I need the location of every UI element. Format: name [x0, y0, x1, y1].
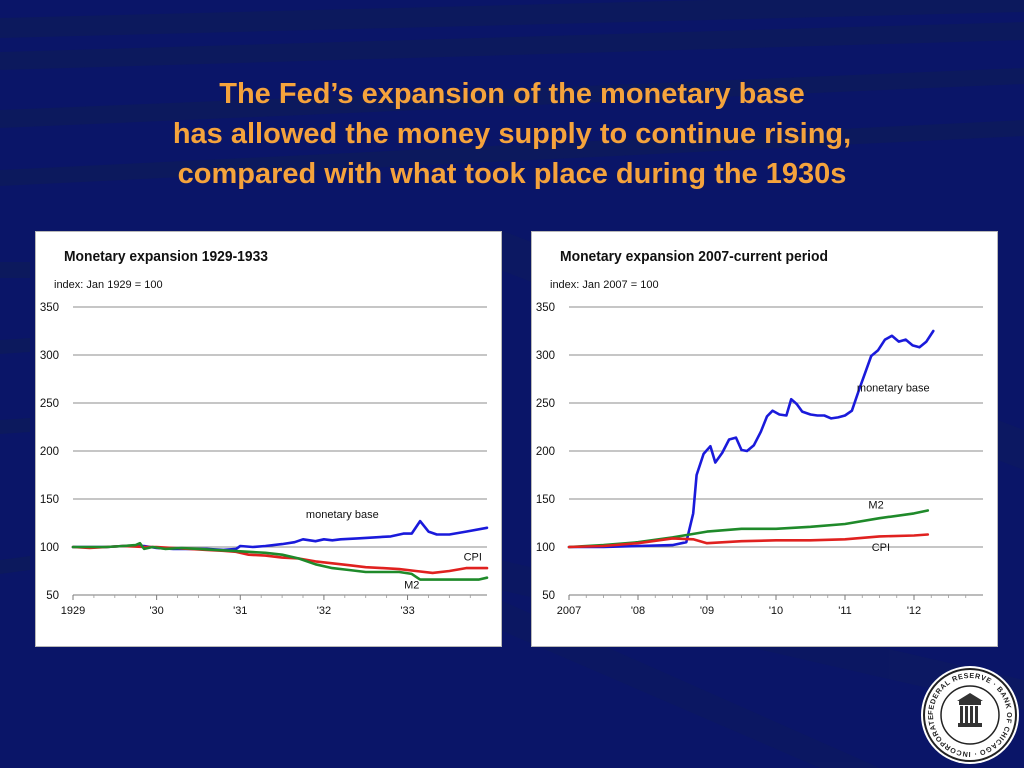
series-label: monetary base: [306, 509, 379, 521]
title-line-2: has allowed the money supply to continue…: [172, 118, 852, 150]
federal-reserve-chicago-seal: FEDERAL RESERVE · BANK OF CHICAGO · INCO…: [920, 665, 1019, 764]
x-tick-label: '11: [838, 605, 852, 617]
y-tick-label: 250: [536, 398, 555, 410]
chart-subtitle: index: Jan 1929 = 100: [54, 279, 163, 291]
chart-title: Monetary expansion 2007-current period: [560, 248, 828, 265]
chart-panel-1929-1933: Monetary expansion 1929-1933 index: Jan 1…: [35, 231, 502, 647]
y-tick-label: 50: [46, 590, 59, 602]
series-label: CPI: [464, 551, 482, 563]
chart-subtitle: index: Jan 2007 = 100: [550, 279, 659, 291]
series-line-monetary-base: [567, 329, 935, 549]
y-tick-label: 100: [40, 542, 59, 554]
x-tick-label: '10: [769, 605, 783, 617]
y-tick-label: 250: [40, 398, 59, 410]
x-tick-label: 1929: [61, 605, 85, 617]
title-line-3: compared with what took place during the…: [177, 158, 847, 190]
x-tick-label: '31: [233, 605, 247, 617]
x-tick-label: 2007: [557, 605, 581, 617]
y-tick-label: 300: [40, 350, 59, 362]
series-line-m2: [71, 541, 489, 581]
x-tick-label: '33: [400, 605, 414, 617]
y-tick-label: 300: [536, 350, 555, 362]
series-label: M2: [404, 579, 419, 591]
series-label: M2: [868, 500, 883, 512]
x-tick-label: '09: [700, 605, 714, 617]
title-line-1: The Fed’s expansion of the monetary base: [219, 78, 805, 110]
y-tick-label: 100: [536, 542, 555, 554]
chart-title: Monetary expansion 1929-1933: [64, 248, 268, 265]
y-tick-label: 150: [536, 494, 555, 506]
y-tick-label: 350: [40, 302, 59, 314]
x-tick-label: '12: [907, 605, 921, 617]
y-tick-label: 50: [542, 590, 555, 602]
x-tick-label: '30: [149, 605, 163, 617]
series-label: CPI: [872, 542, 890, 554]
y-tick-label: 350: [536, 302, 555, 314]
x-tick-label: '08: [631, 605, 645, 617]
series-line-cpi: [71, 544, 489, 575]
y-tick-label: 150: [40, 494, 59, 506]
x-tick-label: '32: [317, 605, 331, 617]
y-tick-label: 200: [536, 446, 555, 458]
slide-title: The Fed’s expansion of the monetary base…: [0, 74, 1024, 194]
chart-2007-current: Monetary expansion 2007-current period in…: [536, 248, 983, 617]
chart-panel-2007-current: Monetary expansion 2007-current period in…: [531, 231, 998, 647]
chart-1929-1933: Monetary expansion 1929-1933 index: Jan 1…: [40, 248, 489, 617]
y-tick-label: 200: [40, 446, 59, 458]
series-label: monetary base: [857, 382, 930, 394]
